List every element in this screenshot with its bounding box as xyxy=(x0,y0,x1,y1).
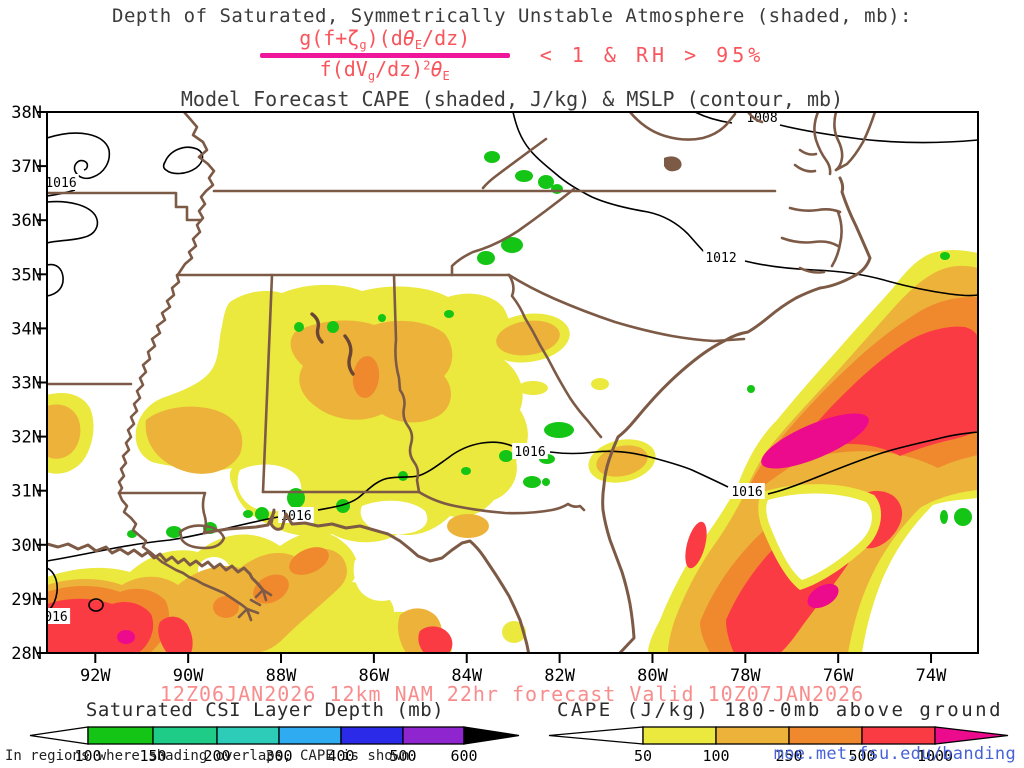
page-title: Depth of Saturated, Symmetrically Unstab… xyxy=(112,5,912,27)
svg-text:250: 250 xyxy=(775,747,802,765)
svg-text:82W: 82W xyxy=(544,666,575,686)
svg-text:32N: 32N xyxy=(11,428,42,448)
cape-bar-title: CAPE (J/kg) 180-0mb above ground xyxy=(556,699,1004,721)
map-subtitle: Model Forecast CAPE (shaded, J/kg) & MSL… xyxy=(180,87,844,111)
svg-text:400: 400 xyxy=(327,747,354,765)
svg-text:1012: 1012 xyxy=(705,251,736,266)
overlap-note: In regions where shading overlaps, CAPE … xyxy=(5,748,419,764)
geography xyxy=(47,112,877,653)
atlantic-coast xyxy=(601,176,872,653)
svg-text:78W: 78W xyxy=(730,666,761,686)
svg-text:76W: 76W xyxy=(823,666,854,686)
mslp-contours xyxy=(47,112,978,612)
svg-text:90W: 90W xyxy=(173,666,204,686)
svg-text:500: 500 xyxy=(848,747,875,765)
cape-colorbar: 50 100 250 500 1000 xyxy=(548,726,1009,765)
formula: g(f+ζg)(dθE/dz) f(dVg/dz)2θE < 1 & RH > … xyxy=(0,27,1024,84)
svg-text:92W: 92W xyxy=(80,666,111,686)
svg-text:300: 300 xyxy=(265,747,292,765)
svg-text:35N: 35N xyxy=(11,265,42,285)
gulf-coast xyxy=(47,542,265,592)
svg-text:33N: 33N xyxy=(11,374,42,394)
svg-text:100: 100 xyxy=(74,747,101,765)
axis-ticks: 38N 37N 36N 35N 34N 33N 32N 31N 30N 29N 28N 92W 90W 8… xyxy=(11,103,947,686)
svg-text:84W: 84W xyxy=(451,666,482,686)
cape-shading xyxy=(47,250,978,653)
csi-colorbar: 100 150 200 300 400 500 600 xyxy=(29,726,520,765)
csi-bar-title: Saturated CSI Layer Depth (mb) xyxy=(85,699,445,721)
svg-text:50: 50 xyxy=(634,747,652,765)
svg-text:29N: 29N xyxy=(11,590,42,610)
formula-denominator: f(dVg/dz)2θE xyxy=(319,56,450,84)
mississippi-river xyxy=(117,112,216,495)
svg-text:88W: 88W xyxy=(266,666,297,686)
svg-text:150: 150 xyxy=(139,747,166,765)
svg-text:31N: 31N xyxy=(11,482,42,502)
svg-text:500: 500 xyxy=(389,747,416,765)
formula-numerator: g(f+ζg)(dθE/dz) xyxy=(299,26,471,53)
svg-text:600: 600 xyxy=(450,747,477,765)
svg-text:200: 200 xyxy=(203,747,230,765)
svg-text:36N: 36N xyxy=(11,211,42,231)
svg-text:74W: 74W xyxy=(916,666,947,686)
fraction-bar xyxy=(259,52,510,58)
svg-text:1008: 1008 xyxy=(746,111,777,126)
svg-text:1000: 1000 xyxy=(917,747,953,765)
svg-text:1016: 1016 xyxy=(514,445,545,460)
formula-condition: < 1 & RH > 95% xyxy=(539,43,765,68)
svg-text:34N: 34N xyxy=(11,319,42,339)
svg-text:30N: 30N xyxy=(11,536,42,556)
svg-text:37N: 37N xyxy=(11,157,42,177)
validity-line: 12Z06JAN2026 12km NAM 22hr forecast Vali… xyxy=(159,682,865,706)
formula-fraction: g(f+ζg)(dθE/dz) f(dVg/dz)2θE xyxy=(259,26,510,84)
svg-text:38N: 38N xyxy=(11,103,42,123)
svg-text:1016: 1016 xyxy=(731,485,762,500)
svg-text:28N: 28N xyxy=(11,644,42,664)
svg-text:1016: 1016 xyxy=(45,176,76,191)
svg-text:016: 016 xyxy=(44,610,67,625)
credit-link[interactable]: moe.met.fsu.edu/banding xyxy=(773,744,1016,764)
svg-text:80W: 80W xyxy=(637,666,668,686)
svg-text:100: 100 xyxy=(702,747,729,765)
svg-text:86W: 86W xyxy=(359,666,390,686)
